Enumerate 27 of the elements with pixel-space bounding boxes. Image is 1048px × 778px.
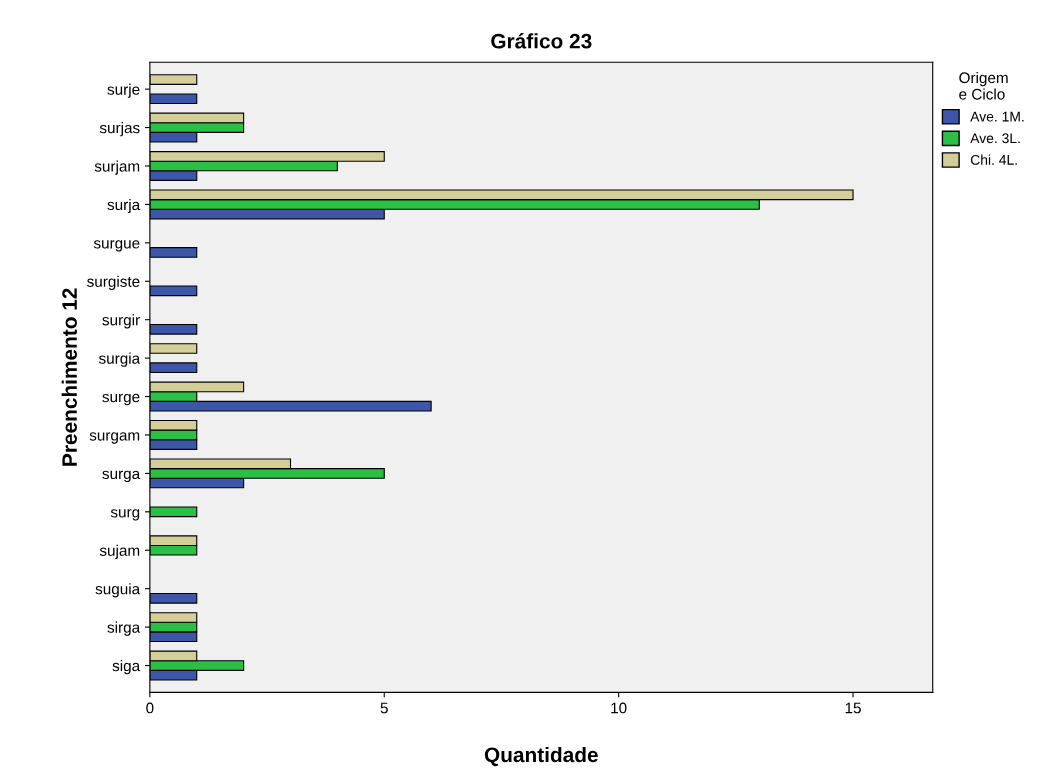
y-tick-label: surgam <box>89 432 140 444</box>
y-tick-label: surg <box>110 509 140 521</box>
y-tick-label: surje <box>107 83 140 98</box>
legend-label: Ave. 3L. <box>970 133 1020 144</box>
y-tick-label: surge <box>102 393 140 406</box>
y-tick-label: suguia <box>95 583 141 598</box>
x-tick-label: 15 <box>845 702 861 714</box>
x-tick-label: 5 <box>380 702 388 714</box>
y-tick-label: surga <box>102 470 141 483</box>
y-axis-title: Preenchimento 12 <box>61 288 77 466</box>
x-axis-title: Quantidade <box>484 746 598 767</box>
y-tick-label: surjam <box>94 160 140 175</box>
y-tick-label: surjas <box>99 122 140 137</box>
y-tick-label: sujam <box>99 544 140 559</box>
y-tick-label: siga <box>112 659 141 675</box>
legend-label: Ave. 1M. <box>970 111 1024 122</box>
legend-title: Origem e Ciclo <box>959 71 1008 100</box>
y-tick-label: surgue <box>93 240 140 252</box>
y-tick-label: surja <box>107 198 141 214</box>
chart-title: Gráfico 23 <box>491 33 592 49</box>
y-tick-label: sirga <box>107 621 141 636</box>
y-tick-label: surgiste <box>87 275 140 290</box>
y-tick-label: surgia <box>98 352 141 367</box>
x-tick-label: 10 <box>611 702 627 714</box>
y-tick-label: surgir <box>102 314 140 329</box>
legend-label: Chi. 4L. <box>970 154 1017 165</box>
x-tick-label: 0 <box>146 702 154 714</box>
